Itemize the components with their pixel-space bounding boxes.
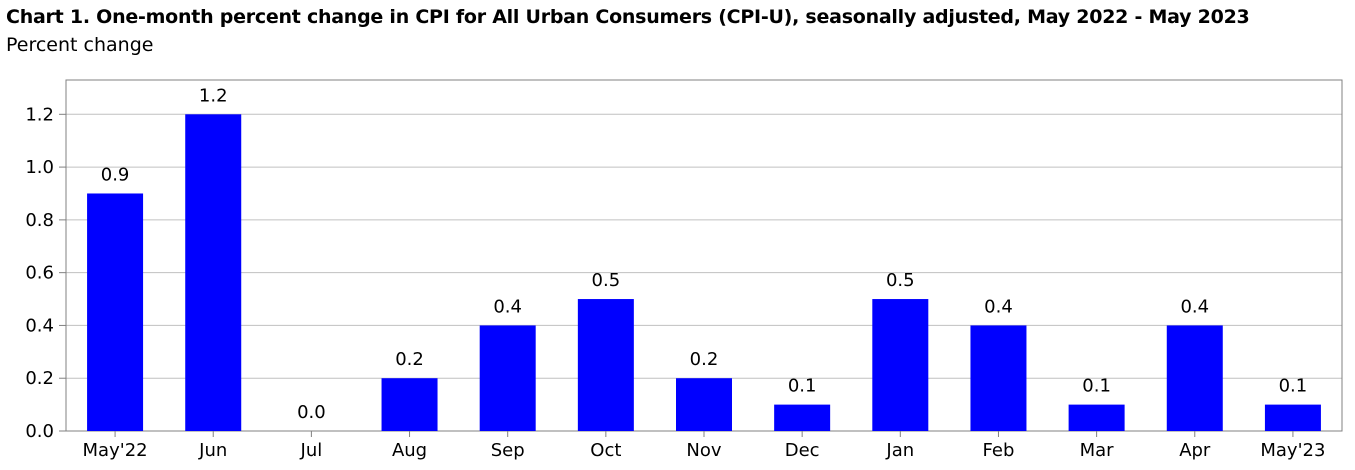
bar xyxy=(577,299,634,431)
x-tick-label: Aug xyxy=(392,440,427,461)
x-tick-label: Jun xyxy=(198,440,227,461)
y-tick-label: 1.0 xyxy=(25,157,54,178)
bar xyxy=(1264,404,1321,431)
data-label: 0.2 xyxy=(395,349,424,370)
x-tick-label: Mar xyxy=(1080,440,1115,461)
bar xyxy=(381,378,438,431)
bar xyxy=(1068,404,1125,431)
data-label: 0.4 xyxy=(493,296,522,317)
bar xyxy=(185,114,242,431)
x-tick-label: Jul xyxy=(300,440,323,461)
x-tick-label: May'23 xyxy=(1260,440,1325,461)
x-tick-label: Apr xyxy=(1179,440,1211,461)
x-tick-label: Dec xyxy=(785,440,820,461)
data-label: 0.4 xyxy=(984,296,1013,317)
data-label: 0.0 xyxy=(297,402,326,423)
chart-title: Chart 1. One-month percent change in CPI… xyxy=(6,6,1250,28)
x-tick-label: Sep xyxy=(491,440,525,461)
y-tick-label: 1.2 xyxy=(25,104,54,125)
y-tick-label: 0.4 xyxy=(25,315,54,336)
data-label: 0.5 xyxy=(886,270,915,291)
data-label: 0.5 xyxy=(592,270,621,291)
x-tick-label: Oct xyxy=(590,440,621,461)
y-tick-label: 0.0 xyxy=(25,421,54,442)
bar xyxy=(479,325,536,431)
data-label: 0.1 xyxy=(1279,376,1308,397)
chart-subtitle: Percent change xyxy=(6,34,154,56)
bar xyxy=(774,404,831,431)
bar xyxy=(676,378,732,431)
data-label: 0.1 xyxy=(788,376,817,397)
bar xyxy=(970,325,1027,431)
bar xyxy=(1166,325,1223,431)
y-tick-label: 0.2 xyxy=(25,368,54,389)
data-label: 0.4 xyxy=(1180,296,1209,317)
data-label: 0.1 xyxy=(1082,376,1111,397)
bar xyxy=(872,299,929,431)
data-label: 1.2 xyxy=(199,85,228,106)
bar xyxy=(87,193,144,431)
x-tick-label: Feb xyxy=(983,440,1015,461)
x-tick-label: Nov xyxy=(686,440,721,461)
y-tick-label: 0.8 xyxy=(25,210,54,231)
data-label: 0.9 xyxy=(101,164,130,185)
x-tick-label: Jan xyxy=(885,440,914,461)
x-tick-label: May'22 xyxy=(83,440,148,461)
y-tick-label: 0.6 xyxy=(25,263,54,284)
data-label: 0.2 xyxy=(690,349,719,370)
